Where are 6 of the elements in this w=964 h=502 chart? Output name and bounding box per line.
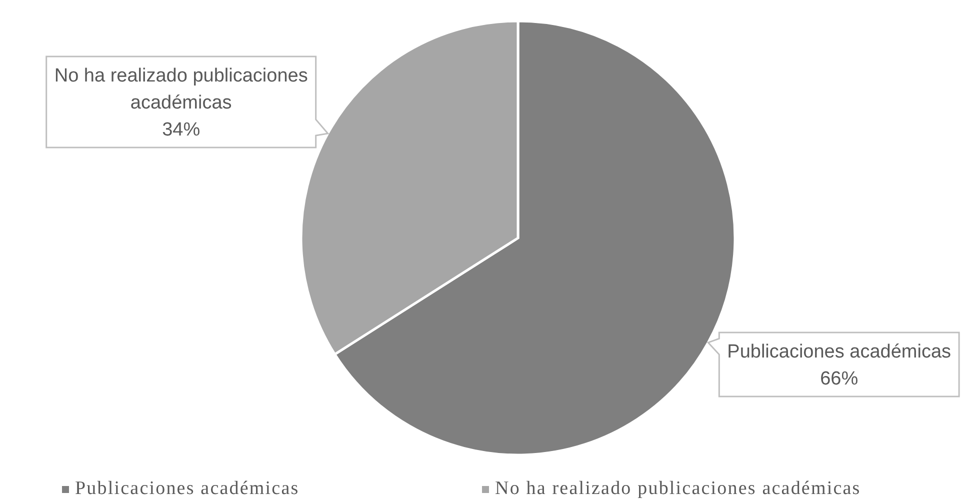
slice-label: No ha realizado publicaciones académicas xyxy=(54,65,308,114)
legend-label: No ha realizado publicaciones académicas xyxy=(495,478,861,500)
slice-label: Publicaciones académicas xyxy=(727,342,952,363)
legend-label: Publicaciones académicas xyxy=(75,478,300,500)
data-label: 34% xyxy=(162,119,200,140)
data-label: 66% xyxy=(820,368,858,390)
